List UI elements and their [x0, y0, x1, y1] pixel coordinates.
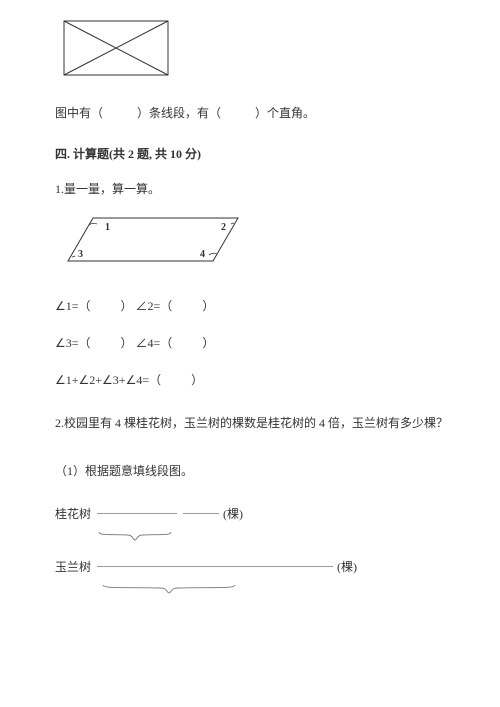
tree1-unit: (棵) — [223, 505, 243, 522]
angle-label-1: 1 — [105, 222, 110, 233]
text: ） — [202, 336, 214, 350]
text: ） ∠2=（ — [121, 299, 173, 313]
tree2-brace — [99, 583, 450, 593]
tree1-seg2[interactable] — [183, 513, 219, 514]
text: ∠1+∠2+∠3+∠4=（ — [55, 373, 161, 387]
tree2-label: 玉兰树 — [55, 558, 91, 575]
q1-row-1: ∠1=（ ） ∠2=（ ） — [55, 297, 450, 314]
text: ∠3=（ — [55, 336, 91, 350]
q1-title: 1.量一量，算一算。 — [55, 180, 450, 199]
q1-row-3: ∠1+∠2+∠3+∠4=（ ） — [55, 371, 450, 388]
q1-row-2: ∠3=（ ） ∠4=（ ） — [55, 334, 450, 351]
tree1-brace — [95, 530, 450, 540]
text: ）个直角。 — [255, 106, 315, 120]
angle-label-3: 3 — [78, 249, 83, 260]
figure-parallelogram: 1 2 3 4 — [63, 213, 450, 273]
text: ） — [191, 373, 203, 387]
q2-title: 2.校园里有 4 棵桂花树，玉兰树的棵数是桂花树的 4 倍，玉兰树有多少棵？ — [55, 414, 450, 433]
angle-label-4: 4 — [200, 249, 205, 260]
tree1-seg1[interactable] — [97, 513, 177, 514]
text: ） ∠4=（ — [121, 336, 173, 350]
parallelogram-svg: 1 2 3 4 — [63, 213, 243, 269]
angle-label-2: 2 — [221, 222, 226, 233]
text: ）条线段，有（ — [137, 106, 221, 120]
tree1-label: 桂花树 — [55, 505, 91, 522]
question-fig1-text: 图中有（ ）条线段，有（ ）个直角。 — [55, 104, 450, 123]
text: ） — [202, 299, 214, 313]
tree2-seg[interactable] — [97, 566, 333, 567]
text: ∠1=（ — [55, 299, 91, 313]
text: 图中有（ — [55, 106, 103, 120]
q2-sub1: （1）根据题意填线段图。 — [55, 462, 450, 481]
crossed-rect-svg — [63, 20, 169, 76]
tree2-unit: (棵) — [337, 558, 357, 575]
section-4-title: 四. 计算题(共 2 题, 共 10 分) — [55, 145, 450, 162]
tree1-row: 桂花树 (棵) — [55, 505, 450, 522]
tree2-row: 玉兰树 (棵) — [55, 558, 450, 575]
figure-crossed-rectangle — [63, 20, 450, 80]
